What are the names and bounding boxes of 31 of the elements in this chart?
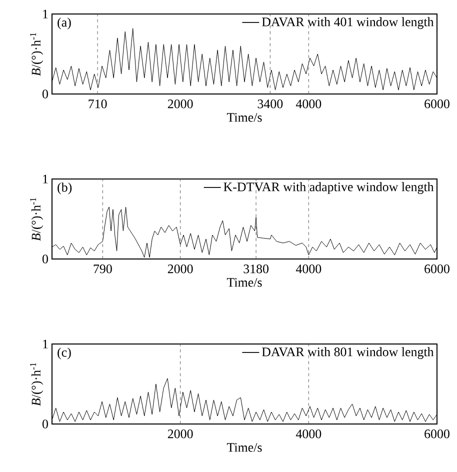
y-tick-label: 1 (43, 10, 48, 18)
x-tick-label: 2000 (168, 264, 193, 274)
annotation: (c) (58, 348, 71, 360)
x-tick-label: 790 (94, 264, 112, 274)
y-tick-label: 1 (43, 174, 48, 184)
y-axis-title: B/(°)·h$^{-1}$ (30, 32, 44, 76)
x-axis-title: Time/s (226, 278, 262, 287)
x-tick-label: 2000 (168, 100, 193, 108)
x-tick-label: 6000 (424, 264, 450, 274)
x-tick-label: 4000 (296, 430, 322, 438)
y-axis-title: B/(°)·h$^{-1}$ (30, 198, 44, 241)
x-tick-label: 6000 (424, 430, 450, 438)
y-tick-label: 1 (43, 340, 48, 348)
legend-label: K-DTVAR with adaptive window length (224, 182, 434, 194)
x-axis-title: Time/s (226, 443, 262, 452)
annotation: (b) (58, 182, 72, 194)
x-tick-label: 710 (88, 100, 107, 108)
y-tick-label: 0 (42, 90, 48, 98)
x-tick-label: 4000 (296, 264, 322, 274)
legend-label: DAVAR with 801 window length (262, 347, 434, 359)
x-axis-title: Time/s (226, 113, 262, 122)
legend-label: DAVAR with 401 window length (262, 17, 434, 29)
x-tick-label: 2000 (168, 430, 193, 438)
y-tick-label: 0 (42, 254, 48, 264)
x-tick-label: 4000 (296, 100, 322, 108)
x-tick-label: 6000 (424, 100, 450, 108)
y-axis-title: B/(°)·h$^{-1}$ (30, 362, 44, 406)
annotation: (a) (58, 18, 71, 30)
x-tick-label: 3400 (258, 100, 283, 108)
x-tick-label: 3180 (244, 264, 269, 274)
y-tick-label: 0 (42, 420, 48, 428)
